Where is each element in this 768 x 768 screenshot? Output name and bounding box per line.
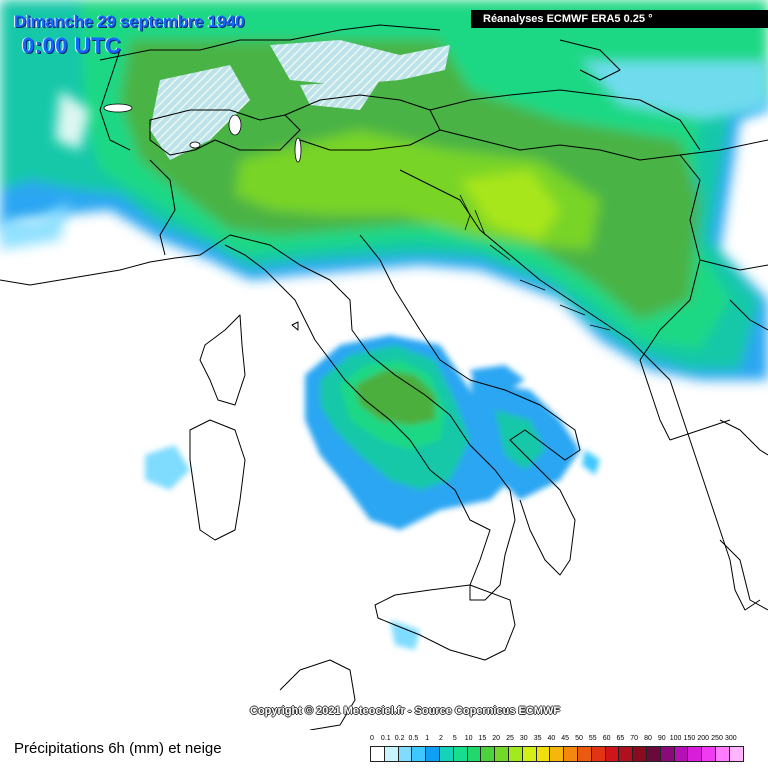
source-label: Réanalyses ECMWF ERA5 0.25 ° (471, 10, 768, 28)
scale-color-box (521, 746, 537, 762)
scale-color-box (714, 746, 730, 762)
scale-boxes (370, 746, 744, 762)
scale-color-box (549, 746, 565, 762)
scale-color-box (590, 746, 606, 762)
border-germany (99, 24, 441, 61)
border-greece (669, 419, 731, 441)
scale-color-box (383, 746, 399, 762)
scale-label: 90 (657, 735, 666, 742)
border-romania (679, 139, 768, 156)
scale-label: 0 (370, 735, 374, 742)
scale-label: 100 (669, 735, 682, 742)
scale-color-box (438, 746, 454, 762)
scale-color-box (632, 746, 647, 762)
snow-area (150, 40, 450, 160)
scale-color-box (507, 746, 523, 762)
border-france-italy (149, 159, 176, 256)
scale-label: 0.2 (394, 735, 405, 742)
scale-color-box (411, 746, 427, 762)
copyright: Copyright © 2021 Meteociel.fr - Source C… (250, 705, 561, 717)
italy-west-coast (224, 234, 516, 601)
scale-color-box (425, 746, 440, 762)
border-hungary (429, 89, 701, 151)
scale-label: 60 (602, 735, 611, 742)
coastlines-borders (0, 24, 768, 730)
scale-color-box (645, 746, 661, 762)
scale-label: 15 (478, 735, 487, 742)
scale-color-box (659, 746, 675, 762)
scale-color-box (466, 746, 482, 762)
scale-label: 200 (697, 735, 710, 742)
border-east (729, 299, 768, 331)
scale-color-box (687, 746, 703, 762)
scale-color-box (728, 746, 744, 762)
scale-label: 70 (630, 735, 639, 742)
scale-label: 30 (519, 735, 528, 742)
scale-label: 55 (588, 735, 597, 742)
scale-label: 2 (439, 735, 443, 742)
italy-east-coast (359, 234, 581, 576)
corsica (199, 314, 246, 406)
scale-label: 80 (644, 735, 652, 742)
precip-field-south (145, 335, 600, 650)
scale-color-box (673, 746, 689, 762)
scale-color-box (494, 746, 509, 762)
scale-label: 40 (547, 735, 556, 742)
scale-label: 0.5 (408, 735, 419, 742)
scale-label: 25 (506, 735, 514, 742)
border-switzerland (149, 109, 301, 156)
scale-color-box (480, 746, 496, 762)
sardinia (189, 419, 246, 541)
scale-color-box (535, 746, 551, 762)
scale-color-box (397, 746, 413, 762)
scale-label: 1 (425, 735, 430, 742)
scale-label: 45 (561, 735, 570, 742)
scale-color-box (370, 746, 385, 762)
france-coast (0, 234, 231, 286)
map-date: Dimanche 29 septembre 1940 (14, 12, 245, 31)
border-albania (639, 359, 671, 441)
scale-label: 300 (724, 735, 737, 742)
scale-color-box (576, 746, 592, 762)
scale-color-box (701, 746, 716, 762)
scale-label: 250 (711, 735, 723, 742)
scale-label: 5 (452, 735, 457, 742)
scale-label: 65 (616, 735, 625, 742)
dalmatian-islands (459, 194, 611, 331)
precipitation-map (0, 0, 768, 730)
scale-color-box (604, 746, 620, 762)
scale-label: 150 (683, 735, 696, 742)
border-austria (284, 94, 441, 151)
map-time: 0:00 UTC (22, 33, 122, 58)
scale-label: 20 (492, 735, 501, 742)
scale-labels: 0 0.1 0.2 0.5 1 2 5 10 15 20 25 30 35 40 45 50 55 60 65 70 8… (370, 735, 750, 745)
scale-label: 0.1 (380, 735, 391, 742)
legend-title: Précipitations 6h (mm) et neige (14, 740, 222, 757)
scale-color-box (452, 746, 468, 762)
scale-color-box (618, 746, 634, 762)
scale-color-box (563, 746, 578, 762)
scale-label: 35 (533, 735, 542, 742)
border-bulgaria (699, 259, 768, 271)
sicily (374, 584, 516, 661)
scale-label: 50 (575, 735, 583, 742)
lakes (103, 103, 302, 163)
scale-label: 10 (464, 735, 473, 742)
precip-fringe (0, 60, 768, 250)
color-scale: 0 0.1 0.2 0.5 1 2 5 10 15 20 25 30 35 40 45 50 55 60 65 70 8… (370, 735, 750, 763)
